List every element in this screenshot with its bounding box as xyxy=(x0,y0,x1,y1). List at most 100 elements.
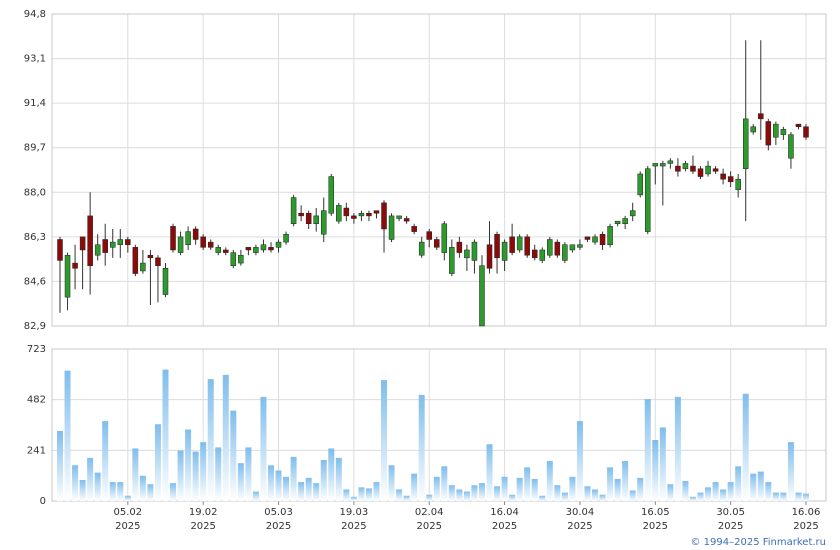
volume-bar xyxy=(185,429,192,501)
volume-bar xyxy=(388,465,395,501)
volume-bar xyxy=(124,495,131,501)
volume-bar xyxy=(109,482,116,501)
volume-bar xyxy=(592,489,599,501)
volume-bar xyxy=(396,489,403,501)
candle-body xyxy=(773,123,779,138)
candle-body xyxy=(283,233,289,243)
volume-bar xyxy=(298,482,305,501)
volume-bar xyxy=(787,442,794,501)
volume-bar xyxy=(170,483,177,501)
candle-body xyxy=(735,178,741,190)
candle-body xyxy=(788,134,794,159)
volume-bar xyxy=(305,477,312,501)
volume-bar xyxy=(659,427,666,501)
volume-bar xyxy=(629,490,636,501)
volume-bar xyxy=(192,451,199,501)
y-tick-label: 723 xyxy=(27,344,46,355)
volume-bar xyxy=(478,483,485,501)
x-tick-label: 19.03 xyxy=(340,507,369,518)
candle-body xyxy=(486,244,493,269)
volume-bar xyxy=(772,492,779,501)
y-tick-label: 88,0 xyxy=(24,187,46,198)
y-tick-label: 86,3 xyxy=(24,232,46,243)
candle-body xyxy=(260,244,267,251)
candle-body xyxy=(343,207,350,217)
candle-body xyxy=(238,254,244,264)
candle-body xyxy=(305,213,312,224)
volume-bar xyxy=(494,486,501,501)
x-tick-label: 30.05 xyxy=(716,507,745,518)
volume-bar xyxy=(267,465,274,501)
volume-bar xyxy=(252,491,259,501)
candle-body xyxy=(57,239,63,261)
x-tick-label: 2025 xyxy=(266,521,291,532)
candle-body xyxy=(795,123,802,127)
candle-body xyxy=(358,213,365,217)
candle-body xyxy=(765,121,772,146)
volume-bar xyxy=(260,396,267,501)
candle-body xyxy=(207,241,214,248)
footer-link[interactable]: © 1994–2025 Finmarket.ru xyxy=(690,537,826,548)
volume-bar xyxy=(283,476,290,501)
candle-body xyxy=(253,247,259,253)
candle-body xyxy=(403,218,410,222)
candle-body xyxy=(434,239,440,248)
volume-bar xyxy=(154,424,161,501)
x-tick-label: 2025 xyxy=(492,521,517,532)
x-tick-label: 05.02 xyxy=(113,507,142,518)
candle-body xyxy=(411,226,417,232)
volume-bar xyxy=(245,447,252,501)
volume-bar xyxy=(546,461,553,501)
volume-bar xyxy=(667,484,674,501)
x-tick-label: 2025 xyxy=(793,521,818,532)
candle-body xyxy=(599,233,606,245)
volume-bar xyxy=(441,466,448,501)
candle-body xyxy=(547,239,553,256)
volume-bar xyxy=(139,475,146,501)
candle-body xyxy=(177,236,184,253)
y-tick-label: 93,1 xyxy=(24,54,46,65)
volume-bar xyxy=(757,471,764,501)
y-tick-label: 482 xyxy=(27,395,46,406)
x-tick-label: 2025 xyxy=(417,521,442,532)
candle-body xyxy=(298,213,304,217)
candle-body xyxy=(637,173,643,196)
plot-frame xyxy=(51,13,827,327)
candle-body xyxy=(471,241,478,261)
candle-body xyxy=(64,254,71,298)
candle-body xyxy=(539,249,546,261)
candle-body xyxy=(584,236,591,240)
candle-body xyxy=(192,228,199,240)
candle-body xyxy=(373,210,380,214)
volume-bar xyxy=(712,482,719,501)
volume-bar xyxy=(237,463,244,501)
volume-bar xyxy=(365,488,372,501)
candle-body xyxy=(215,247,221,253)
candle-body xyxy=(366,213,372,217)
candle-body xyxy=(494,233,500,259)
candle-body xyxy=(509,236,515,253)
volume-bar xyxy=(652,440,659,501)
candle-body xyxy=(727,176,734,183)
volume-bar xyxy=(200,442,207,501)
volume-bar xyxy=(569,476,576,501)
candle-body xyxy=(381,202,387,230)
volume-bar xyxy=(803,493,809,501)
volume-bar xyxy=(795,492,802,501)
x-tick-label: 02.04 xyxy=(415,507,444,518)
volume-bar xyxy=(177,450,184,501)
x-tick-label: 16.05 xyxy=(641,507,670,518)
candle-body xyxy=(622,218,628,224)
volume-bar xyxy=(350,496,357,501)
volume-bar xyxy=(780,492,787,501)
candle-body xyxy=(562,244,568,261)
volume-bar xyxy=(463,491,470,501)
candle-body xyxy=(155,257,161,266)
x-tick-label: 2025 xyxy=(718,521,743,532)
volume-bar xyxy=(576,421,583,501)
volume-bar xyxy=(207,379,214,501)
volume-bar xyxy=(584,486,591,501)
candle-body xyxy=(290,197,297,224)
candle-body xyxy=(667,160,674,164)
volume-bar xyxy=(79,479,86,501)
